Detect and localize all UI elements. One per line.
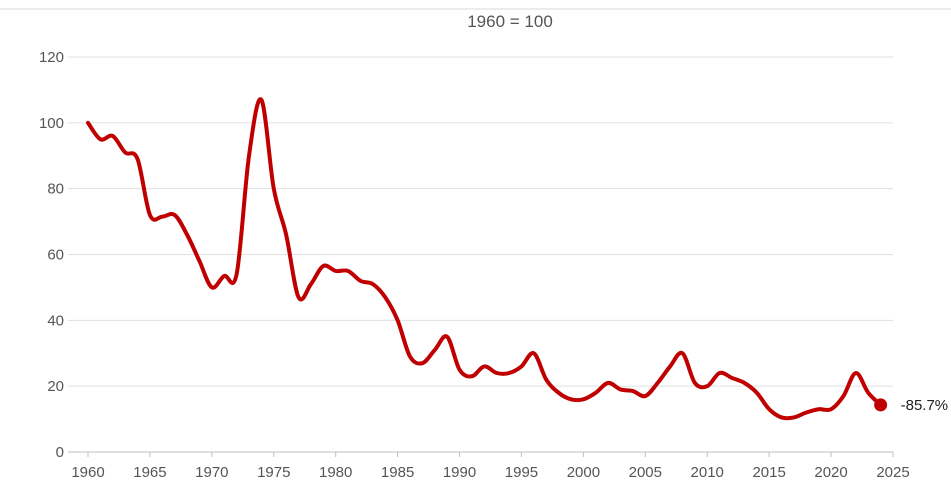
x-tick-label: 2025 bbox=[876, 464, 909, 481]
y-tick-label: 60 bbox=[47, 247, 64, 264]
series-line-0 bbox=[86, 97, 883, 421]
y-tick-label: 0 bbox=[56, 444, 64, 461]
x-tick-label: 1965 bbox=[133, 464, 166, 481]
x-tick-label: 1960 bbox=[71, 464, 104, 481]
y-tick-label: 120 bbox=[39, 49, 64, 66]
x-tick-label: 2005 bbox=[629, 464, 662, 481]
y-tick-label: 80 bbox=[47, 181, 64, 198]
end-point-marker bbox=[874, 398, 888, 412]
x-tick-label: 2000 bbox=[567, 464, 600, 481]
end-value-label: -85.7% bbox=[901, 397, 949, 414]
x-tick-label: 1990 bbox=[443, 464, 476, 481]
y-tick-label: 40 bbox=[47, 312, 64, 329]
y-tick-label: 20 bbox=[47, 378, 64, 395]
chart-subtitle: 1960 = 100 bbox=[467, 12, 553, 31]
x-tick-label: 1975 bbox=[257, 464, 290, 481]
y-tick-label: 100 bbox=[39, 115, 64, 132]
y-axis-tick-labels: 0 20 40 60 80 100 120 bbox=[39, 49, 64, 461]
x-tick-label: 1980 bbox=[319, 464, 352, 481]
gridlines bbox=[68, 56, 893, 453]
x-axis-tick-labels: 1960 1965 1970 1975 1980 1985 1990 1995 2000 2005… bbox=[71, 452, 910, 481]
x-tick-label: 2010 bbox=[691, 464, 724, 481]
x-tick-label: 1985 bbox=[381, 464, 414, 481]
x-tick-label: 2020 bbox=[814, 464, 847, 481]
x-tick-label: 1995 bbox=[505, 464, 538, 481]
annotations: -85.7% bbox=[874, 397, 948, 414]
x-tick-label: 1970 bbox=[195, 464, 228, 481]
series-group bbox=[86, 97, 883, 421]
x-tick-label: 2015 bbox=[752, 464, 785, 481]
